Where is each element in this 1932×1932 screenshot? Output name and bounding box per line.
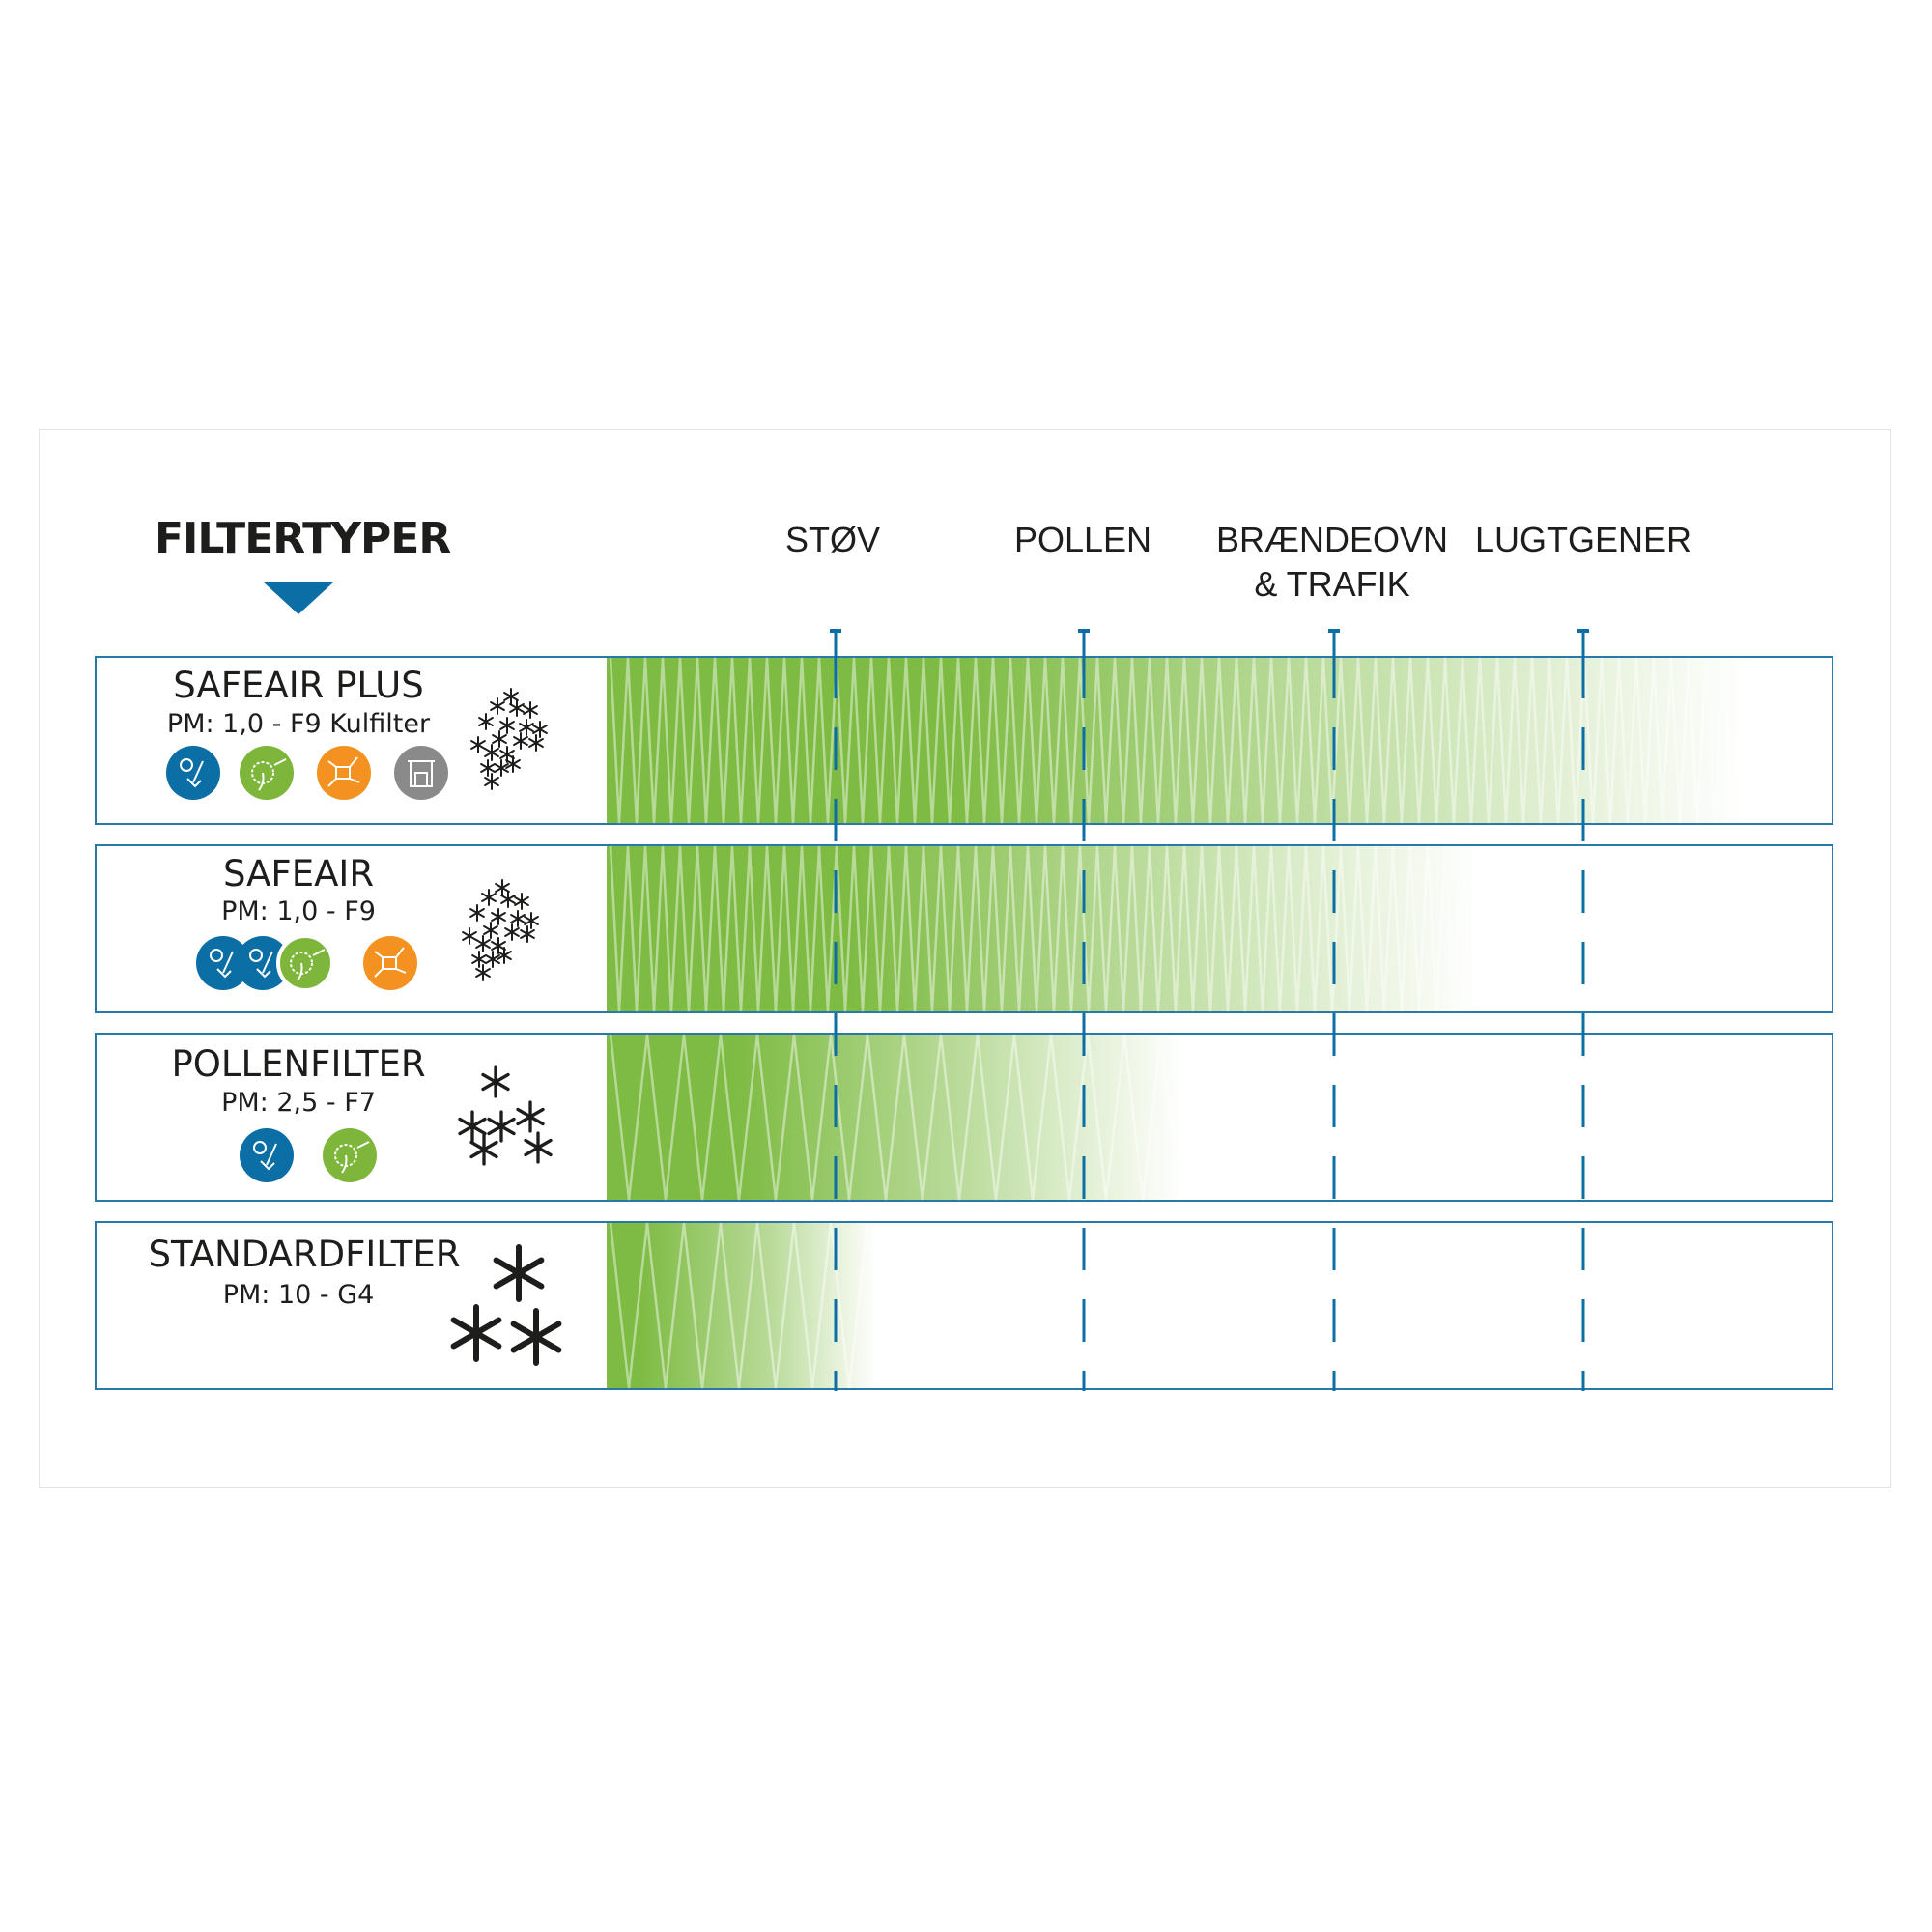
- filter-spec: PM: 1,0 - F9 Kulfilter: [166, 709, 431, 739]
- particle-icon: [499, 746, 515, 763]
- column-header-pollen: POLLEN: [1013, 520, 1152, 559]
- filtertyper-heading: FILTERTYPER: [155, 514, 451, 563]
- category-tick: [830, 629, 841, 633]
- particle-icon: [480, 759, 496, 777]
- particle-icon: [523, 701, 538, 719]
- particle-icon: [532, 721, 548, 738]
- chart-frame: [39, 429, 1891, 1488]
- particle-icon: [528, 734, 544, 752]
- particle-icon: [514, 893, 529, 910]
- filter-row-pollenfilter: [95, 1033, 1833, 1202]
- category-tick: [1577, 629, 1589, 633]
- particle-icon: [484, 744, 499, 761]
- particle-icon: [493, 1244, 545, 1302]
- molecule-icon: [317, 746, 371, 800]
- particle-icon: [495, 879, 510, 896]
- filter-name: STANDARDFILTER: [148, 1234, 461, 1275]
- filter-row-standardfilter: [95, 1221, 1833, 1390]
- particle-icon: [516, 1100, 545, 1133]
- filter-zigzag-pattern: [609, 1034, 1181, 1201]
- particle-icon: [504, 923, 520, 941]
- particle-icon: [497, 947, 512, 964]
- dust-icon: [196, 936, 250, 990]
- particle-icon: [499, 717, 515, 734]
- particle-icon: [491, 937, 506, 954]
- dust-icon: [236, 936, 290, 990]
- particle-icon: [503, 688, 519, 705]
- particle-icon: [524, 912, 539, 929]
- particle-icon: [510, 1308, 562, 1366]
- particle-icon: [475, 964, 491, 981]
- category-tick: [1078, 629, 1090, 633]
- particle-icon: [524, 1131, 553, 1164]
- filter-spec: PM: 2,5 - F7: [221, 1088, 376, 1118]
- particle-icon: [462, 927, 477, 945]
- particle-icon: [519, 719, 534, 736]
- pollen-icon: [276, 934, 334, 992]
- particle-icon: [500, 891, 516, 908]
- filter-zigzag-pattern: [609, 1222, 869, 1389]
- particle-icon: [478, 713, 494, 730]
- column-header-braendeovn: BRÆNDEOVN & TRAFIK: [1216, 520, 1449, 604]
- particle-icon: [484, 773, 499, 790]
- filter-zigzag-pattern: [609, 657, 1743, 824]
- filter-row-safeair: [95, 844, 1833, 1013]
- filter-name: SAFEAIR: [222, 853, 375, 895]
- particle-icon: [458, 1110, 487, 1143]
- particle-icon: [469, 1133, 498, 1166]
- down-arrow-icon: [263, 582, 334, 614]
- filter-zigzag-pattern: [609, 845, 1473, 1012]
- filter-spec: PM: 10 - G4: [222, 1280, 375, 1310]
- particle-icon: [520, 925, 535, 943]
- particle-icon: [481, 889, 497, 906]
- particle-icon: [510, 910, 526, 927]
- coverage-bar: [607, 1035, 1182, 1200]
- column-header-stov: STØV: [784, 520, 880, 559]
- particle-icon: [450, 1304, 502, 1362]
- particle-icon: [470, 736, 486, 753]
- dust-icon: [240, 1128, 294, 1182]
- particle-icon: [490, 697, 505, 715]
- column-header-lugtgener: LUGTGENER: [1474, 520, 1692, 559]
- pollen-icon: [240, 746, 294, 800]
- filter-spec: PM: 1,0 - F9: [221, 896, 376, 926]
- particle-icon: [513, 732, 528, 750]
- pollen-icon: [323, 1128, 377, 1182]
- filter-name: POLLENFILTER: [171, 1043, 426, 1085]
- fireplace-icon: [394, 746, 448, 800]
- particle-icon: [509, 699, 525, 717]
- particle-icon: [475, 935, 491, 952]
- coverage-bar: [607, 846, 1477, 1011]
- dust-icon: [166, 746, 220, 800]
- molecule-icon: [363, 936, 417, 990]
- particle-icon: [505, 755, 521, 773]
- particle-icon: [485, 951, 500, 968]
- coverage-bar: [607, 658, 1747, 823]
- particle-icon: [483, 922, 498, 939]
- filter-row-safeair-plus: [95, 656, 1833, 825]
- particle-icon: [481, 1065, 510, 1098]
- particle-icon: [469, 904, 485, 922]
- particle-icon: [494, 759, 509, 777]
- category-tick: [1328, 629, 1340, 633]
- particle-icon: [492, 730, 507, 748]
- particle-icon: [487, 1110, 516, 1143]
- particle-icon: [471, 951, 487, 968]
- particle-icon: [491, 908, 506, 925]
- filter-name: SAFEAIR PLUS: [173, 665, 424, 706]
- coverage-bar: [607, 1223, 876, 1388]
